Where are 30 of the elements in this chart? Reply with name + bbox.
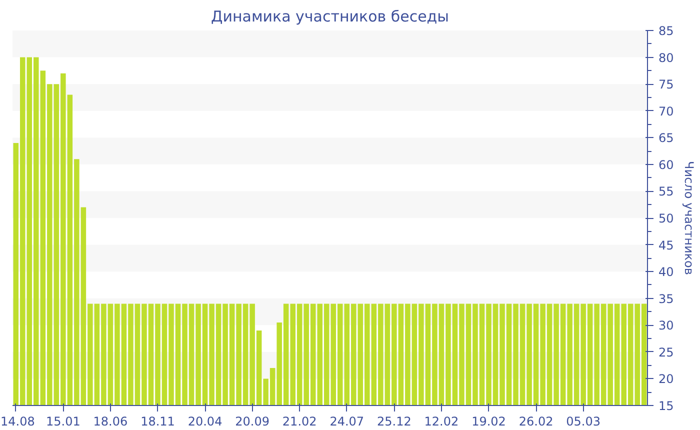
x-tick-label: 20.09	[235, 414, 270, 428]
y-tick-label: 70	[658, 104, 674, 118]
y-tick-label: 60	[658, 158, 674, 172]
x-tick-label: 24.07	[330, 414, 364, 428]
x-tick-label: 18.11	[140, 414, 175, 428]
y-tick-label: 50	[658, 212, 674, 226]
x-tick-label: 25.12	[377, 414, 412, 428]
y-tick-label: 35	[658, 292, 674, 306]
x-tick-label: 15.01	[46, 414, 80, 428]
y-tick-label: 30	[658, 318, 674, 333]
x-tick-label: 05.03	[566, 414, 601, 428]
x-tick-label: 18.06	[93, 414, 128, 428]
y-tick-label: 65	[658, 131, 674, 146]
x-tick-label: 12.02	[424, 414, 459, 428]
x-tick-label: 26.02	[518, 414, 554, 428]
y-tick-label: 80	[658, 50, 674, 65]
y-tick-label: 40	[658, 265, 674, 280]
chart-title: Динамика участников беседы	[210, 8, 450, 26]
x-tick-label: 19.02	[472, 414, 506, 428]
y-tick-label: 85	[658, 24, 674, 38]
x-tick-label: 14.08	[0, 414, 35, 428]
y-tick-label: 45	[658, 238, 674, 252]
y-tick-label: 55	[658, 184, 674, 199]
y-tick-label: 75	[658, 78, 674, 92]
y-tick-label: 15	[658, 399, 674, 413]
y-tick-label: 20	[658, 372, 674, 386]
y-axis-title: Число участников	[682, 161, 696, 275]
x-tick-label: 20.04	[188, 414, 222, 428]
x-tick-label: 21.02	[282, 414, 317, 428]
y-tick-label: 25	[658, 345, 674, 360]
